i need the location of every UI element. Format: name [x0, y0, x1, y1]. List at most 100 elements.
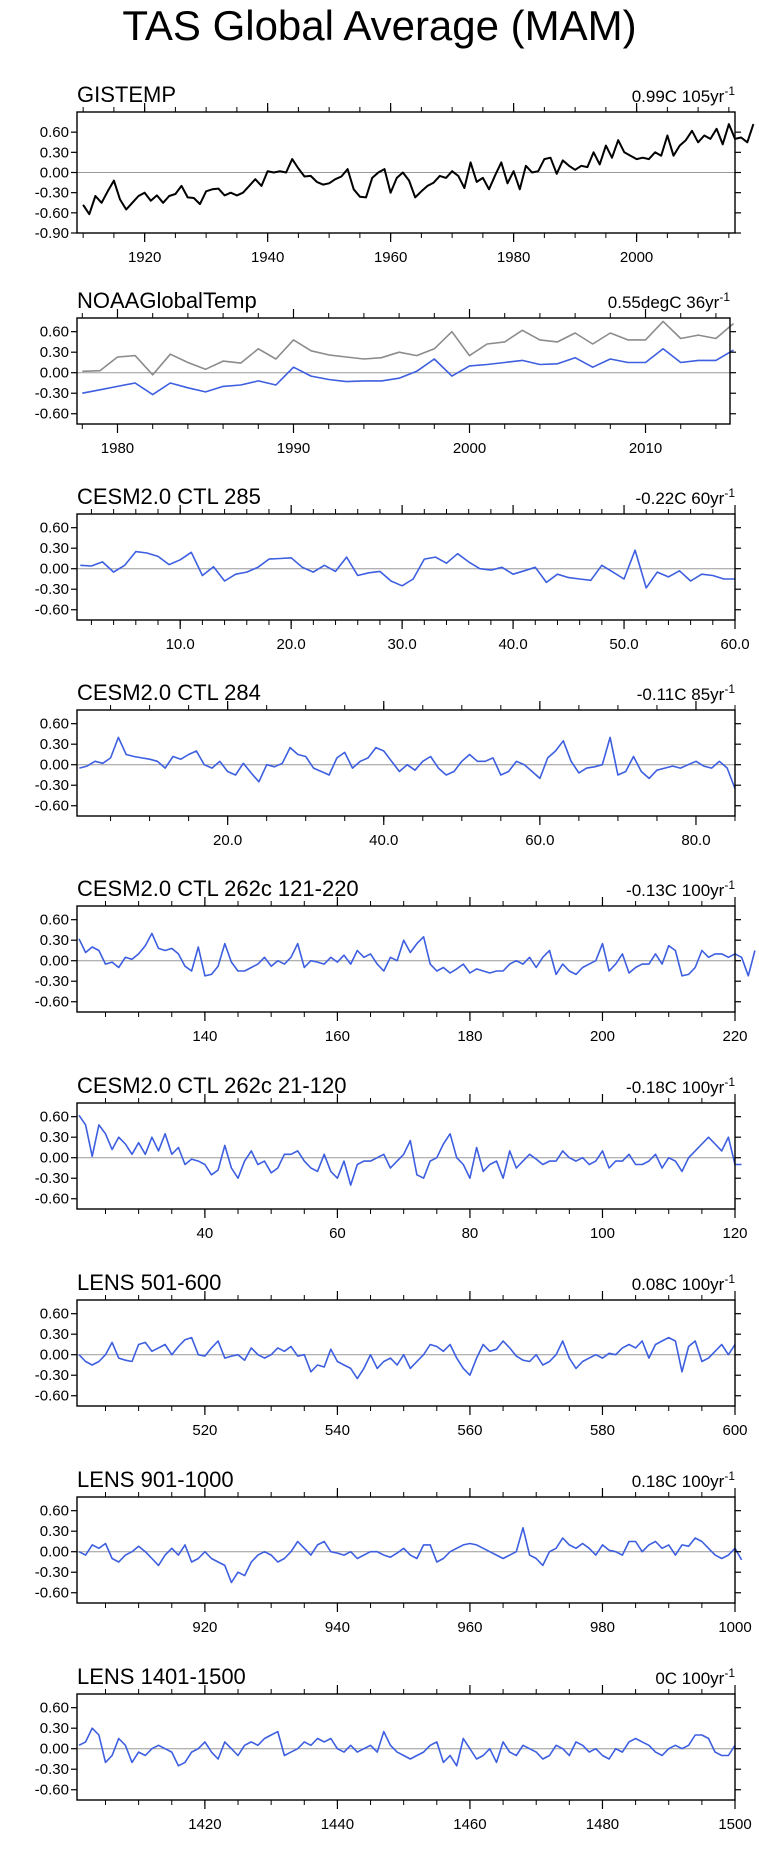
y-tick-label: -0.90: [35, 225, 69, 242]
series-line-GISTEMP: [82, 123, 755, 216]
x-tick-label: 140: [192, 1028, 217, 1045]
x-tick-label: 20.0: [277, 636, 306, 653]
x-tick-label: 100: [590, 1225, 615, 1242]
y-tick-label: 0.00: [40, 757, 69, 774]
panel-title: LENS 501-600: [77, 1270, 221, 1295]
y-tick-label: 0.30: [40, 144, 69, 161]
series-line-model: [78, 1527, 743, 1584]
plot-frame: [76, 1102, 736, 1210]
panel-1: GISTEMP 0.99C 105yr-1 -0.90 -0.60 -0.30 0.00 0…: [35, 82, 755, 266]
panel-title: CESM2.0 CTL 284: [77, 680, 261, 705]
y-tick-label: 0.30: [40, 344, 69, 361]
plot-frame: [76, 1299, 736, 1407]
panel-title: CESM2.0 CTL 285: [77, 484, 261, 509]
x-tick-label: 180: [457, 1028, 482, 1045]
y-tick-label: 0.00: [40, 953, 69, 970]
x-tick-label: 20.0: [213, 832, 242, 849]
y-tick-label: -0.60: [35, 602, 69, 619]
x-tick-label: 1500: [718, 1816, 751, 1833]
y-tick-label: 0.00: [40, 165, 69, 182]
trend-label: 0.99C 105yr-1: [632, 84, 736, 106]
y-tick-label: 0.30: [40, 540, 69, 557]
y-tick-label: 0.30: [40, 1720, 69, 1737]
x-tick-label: 80.0: [681, 832, 710, 849]
plot-frame: [76, 513, 736, 621]
x-tick-label: 80: [462, 1225, 479, 1242]
x-tick-label: 40: [197, 1225, 214, 1242]
x-tick-label: 560: [457, 1422, 482, 1439]
trend-label: -0.18C 100yr-1: [626, 1075, 735, 1097]
x-tick-label: 1920: [128, 249, 161, 266]
panel-3: CESM2.0 CTL 285 -0.22C 60yr-1 -0.60 -0.30 0.…: [35, 484, 750, 653]
y-tick-label: 0.00: [40, 1347, 69, 1364]
y-tick-label: 0.60: [40, 1503, 69, 1520]
x-tick-label: 960: [457, 1619, 482, 1636]
panel-2: NOAAGlobalTemp 0.55degC 36yr-1 -0.60 -0.30 0…: [35, 288, 736, 457]
panel-title: LENS 901-1000: [77, 1467, 234, 1492]
x-tick-label: 30.0: [388, 636, 417, 653]
x-tick-label: 40.0: [369, 832, 398, 849]
y-tick-label: 0.00: [40, 1150, 69, 1167]
y-tick-label: -0.60: [35, 1782, 69, 1799]
x-tick-label: 160: [325, 1028, 350, 1045]
x-tick-label: 1480: [586, 1816, 619, 1833]
y-tick-label: -0.60: [35, 406, 69, 423]
x-tick-label: 920: [192, 1619, 217, 1636]
x-tick-label: 60.0: [720, 636, 749, 653]
trend-label: -0.13C 100yr-1: [626, 878, 735, 900]
y-tick-label: 0.30: [40, 736, 69, 753]
panel-title: LENS 1401-1500: [77, 1664, 246, 1689]
y-tick-label: -0.60: [35, 1388, 69, 1405]
x-tick-label: 1940: [251, 249, 284, 266]
y-tick-label: -0.30: [35, 1564, 69, 1581]
panel-5: CESM2.0 CTL 262c 121-220 -0.13C 100yr-1 -0…: [35, 876, 756, 1045]
x-tick-label: 540: [325, 1422, 350, 1439]
trend-label: 0.08C 100yr-1: [632, 1272, 736, 1294]
y-tick-label: 0.60: [40, 1700, 69, 1717]
y-tick-label: -0.60: [35, 798, 69, 815]
panel-4: CESM2.0 CTL 284 -0.11C 85yr-1 -0.60 -0.30 0.…: [35, 680, 741, 849]
y-tick-label: -0.30: [35, 185, 69, 202]
series-line-model: [78, 1727, 736, 1767]
plot-frame: [76, 317, 731, 425]
series-line-model: [78, 1114, 742, 1186]
series-line-model: [78, 932, 756, 977]
panel-title: CESM2.0 CTL 262c 21-120: [77, 1073, 346, 1098]
plot-frame: [76, 905, 736, 1013]
x-tick-label: 2000: [453, 440, 486, 457]
y-tick-label: 0.00: [40, 1741, 69, 1758]
panel-title: CESM2.0 CTL 262c 121-220: [77, 876, 359, 901]
y-tick-label: -0.60: [35, 1585, 69, 1602]
x-tick-label: 2010: [629, 440, 662, 457]
series-line-gray: [82, 320, 735, 376]
y-tick-label: 0.60: [40, 1109, 69, 1126]
x-tick-label: 1980: [101, 440, 134, 457]
x-tick-label: 10.0: [166, 636, 195, 653]
y-tick-label: 0.00: [40, 365, 69, 382]
y-tick-label: -0.30: [35, 1761, 69, 1778]
trend-label: -0.11C 85yr-1: [637, 682, 736, 704]
y-tick-label: 0.30: [40, 1523, 69, 1540]
x-tick-label: 220: [722, 1028, 747, 1045]
x-tick-label: 1000: [718, 1619, 751, 1636]
x-tick-label: 520: [192, 1422, 217, 1439]
x-tick-label: 1980: [497, 249, 530, 266]
x-tick-label: 120: [722, 1225, 747, 1242]
y-tick-label: 0.60: [40, 520, 69, 537]
y-tick-label: 0.60: [40, 324, 69, 341]
y-tick-label: 0.60: [40, 912, 69, 929]
x-tick-label: 600: [722, 1422, 747, 1439]
x-tick-label: 1960: [374, 249, 407, 266]
panel-title: GISTEMP: [77, 82, 176, 107]
plot-frame: [76, 1496, 736, 1604]
panel-6: CESM2.0 CTL 262c 21-120 -0.18C 100yr-1 -0.…: [35, 1073, 748, 1242]
series-line-blue: [82, 347, 734, 396]
panel-title: NOAAGlobalTemp: [77, 288, 257, 313]
y-tick-label: -0.30: [35, 777, 69, 794]
x-tick-label: 2000: [620, 249, 653, 266]
x-tick-label: 980: [590, 1619, 615, 1636]
x-tick-label: 50.0: [609, 636, 638, 653]
y-tick-label: -0.60: [35, 1191, 69, 1208]
y-tick-label: 0.00: [40, 561, 69, 578]
